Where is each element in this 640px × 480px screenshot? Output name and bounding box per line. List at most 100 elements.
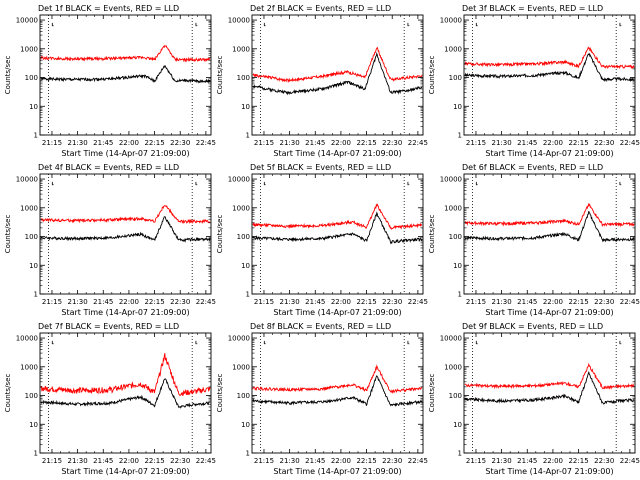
y-axis-label: Counts/sec bbox=[428, 56, 436, 95]
x-tick-label: 22:30 bbox=[382, 457, 402, 465]
plot-frame bbox=[251, 332, 424, 454]
x-tick-label: 22:30 bbox=[170, 139, 190, 147]
corner-bracket-glyph: ⸤ bbox=[475, 177, 479, 187]
panel-det-4f: Det 4f BLACK = Events, RED = LLD Counts/s… bbox=[4, 163, 216, 317]
plot-frame bbox=[463, 173, 636, 295]
y-tick-label: 10 bbox=[29, 262, 38, 270]
panel-title: Det 3f BLACK = Events, RED = LLD bbox=[462, 4, 603, 13]
x-tick-label: 21:30 bbox=[280, 139, 300, 147]
series-lld-line bbox=[252, 364, 423, 395]
plot-frame bbox=[251, 14, 424, 136]
x-tick-label: 22:45 bbox=[408, 298, 428, 306]
y-axis-label: Counts/sec bbox=[4, 56, 12, 95]
x-tick-label: 21:30 bbox=[68, 298, 88, 306]
y-axis-label: Counts/sec bbox=[4, 215, 12, 254]
series-lld-line bbox=[464, 362, 635, 390]
x-tick-label: 21:15 bbox=[254, 139, 274, 147]
x-axis-label: Start Time (14-Apr-07 21:09:00) bbox=[61, 467, 189, 476]
x-tick-label: 22:00 bbox=[543, 298, 563, 306]
series-events-line bbox=[40, 65, 211, 84]
panel-det-1f: Det 1f BLACK = Events, RED = LLD Counts/s… bbox=[4, 4, 216, 158]
x-tick-label: 21:15 bbox=[254, 457, 274, 465]
panel-det-5f: Det 5f BLACK = Events, RED = LLD Counts/s… bbox=[216, 163, 428, 317]
series-events-line bbox=[464, 371, 635, 405]
series-events-line bbox=[252, 375, 423, 407]
x-tick-label: 21:30 bbox=[68, 457, 88, 465]
corner-bracket-glyph: ⸤ bbox=[407, 336, 411, 346]
panel-det-7f: Det 7f BLACK = Events, RED = LLD Counts/s… bbox=[4, 322, 216, 476]
corner-bracket-glyph: ⸤ bbox=[475, 336, 479, 346]
x-tick-label: 22:00 bbox=[543, 457, 563, 465]
x-tick-label: 21:30 bbox=[280, 457, 300, 465]
y-axis-label: Counts/sec bbox=[216, 215, 224, 254]
panel-title: Det 9f BLACK = Events, RED = LLD bbox=[462, 322, 603, 331]
x-tick-label: 22:00 bbox=[119, 139, 139, 147]
x-tick-label: 21:30 bbox=[492, 139, 512, 147]
panel-title: Det 5f BLACK = Events, RED = LLD bbox=[250, 163, 391, 172]
series-events-line bbox=[464, 52, 635, 83]
x-tick-label: 21:30 bbox=[68, 139, 88, 147]
y-tick-label: 10 bbox=[453, 421, 462, 429]
series-lld-line bbox=[464, 203, 635, 228]
x-tick-label: 22:30 bbox=[382, 139, 402, 147]
x-tick-label: 22:00 bbox=[331, 298, 351, 306]
x-tick-label: 22:45 bbox=[620, 457, 640, 465]
x-tick-label: 22:15 bbox=[144, 457, 164, 465]
x-tick-label: 22:15 bbox=[356, 457, 376, 465]
corner-bracket-glyph: ⸤ bbox=[475, 18, 479, 28]
x-tick-label: 21:30 bbox=[280, 298, 300, 306]
y-tick-label: 100 bbox=[237, 392, 250, 400]
y-tick-label: 10 bbox=[241, 103, 250, 111]
series-lld-line bbox=[252, 203, 423, 230]
corner-bracket-glyph: ⸤ bbox=[51, 18, 55, 28]
x-tick-label: 22:45 bbox=[408, 457, 428, 465]
x-tick-label: 21:15 bbox=[254, 298, 274, 306]
x-axis-label: Start Time (14-Apr-07 21:09:00) bbox=[485, 467, 613, 476]
panel-det-9f: Det 9f BLACK = Events, RED = LLD Counts/s… bbox=[428, 322, 640, 476]
y-tick-label: 1 bbox=[458, 132, 462, 140]
y-tick-label: 10 bbox=[241, 421, 250, 429]
panel-title: Det 6f BLACK = Events, RED = LLD bbox=[462, 163, 603, 172]
corner-bracket-glyph: ⸤ bbox=[407, 18, 411, 28]
y-tick-label: 1 bbox=[246, 132, 250, 140]
series-lld-line bbox=[40, 44, 211, 63]
corner-bracket-glyph: ⸤ bbox=[263, 177, 267, 187]
y-tick-label: 100 bbox=[25, 233, 38, 241]
x-tick-label: 21:45 bbox=[93, 139, 113, 147]
panel-title: Det 1f BLACK = Events, RED = LLD bbox=[38, 4, 179, 13]
x-tick-label: 22:15 bbox=[356, 298, 376, 306]
plot-frame bbox=[463, 332, 636, 454]
x-tick-label: 22:00 bbox=[543, 139, 563, 147]
series-events-line bbox=[40, 216, 211, 243]
y-tick-label: 1000 bbox=[232, 204, 250, 212]
x-tick-label: 21:15 bbox=[42, 298, 62, 306]
x-tick-label: 22:00 bbox=[331, 139, 351, 147]
y-tick-label: 10 bbox=[241, 262, 250, 270]
y-tick-label: 10000 bbox=[440, 17, 462, 25]
y-axis-label: Counts/sec bbox=[4, 374, 12, 413]
y-tick-label: 10000 bbox=[440, 176, 462, 184]
y-tick-label: 10 bbox=[453, 103, 462, 111]
plot-frame bbox=[251, 173, 424, 295]
x-tick-label: 21:15 bbox=[42, 139, 62, 147]
x-tick-label: 22:00 bbox=[119, 457, 139, 465]
y-tick-label: 100 bbox=[449, 74, 462, 82]
corner-bracket-glyph: ⸤ bbox=[263, 18, 267, 28]
x-tick-label: 22:15 bbox=[568, 139, 588, 147]
x-tick-label: 22:45 bbox=[620, 298, 640, 306]
y-tick-label: 1 bbox=[246, 450, 250, 458]
series-lld-line bbox=[464, 46, 635, 70]
y-tick-label: 1 bbox=[34, 450, 38, 458]
x-tick-label: 22:30 bbox=[170, 457, 190, 465]
y-tick-label: 100 bbox=[25, 392, 38, 400]
x-tick-label: 22:30 bbox=[382, 298, 402, 306]
x-tick-label: 22:30 bbox=[594, 457, 614, 465]
y-tick-label: 100 bbox=[449, 392, 462, 400]
series-lld-line bbox=[40, 353, 211, 397]
x-tick-label: 22:45 bbox=[620, 139, 640, 147]
y-tick-label: 1000 bbox=[20, 45, 38, 53]
x-tick-label: 22:00 bbox=[119, 298, 139, 306]
panel-title: Det 7f BLACK = Events, RED = LLD bbox=[38, 322, 179, 331]
y-axis-label: Counts/sec bbox=[216, 374, 224, 413]
